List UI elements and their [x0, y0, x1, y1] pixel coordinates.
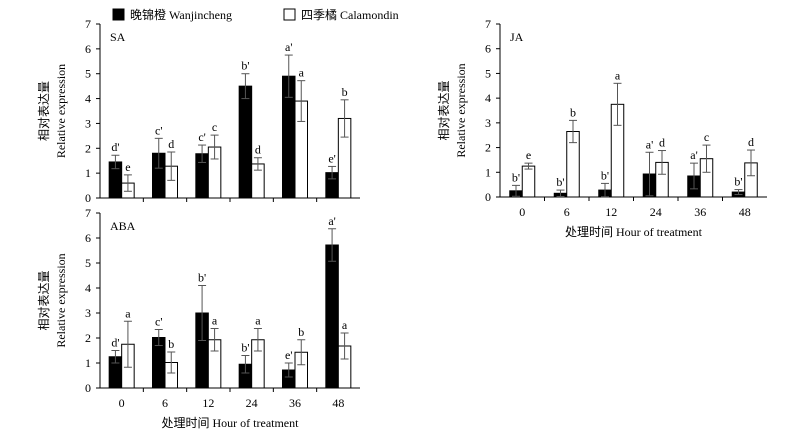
significance-label: b' — [198, 271, 206, 285]
x-axis-label: 处理时间 Hour of treatment — [162, 416, 300, 430]
y-axis-label: Relative expression — [454, 63, 468, 157]
significance-label: a' — [328, 214, 336, 228]
x-tick-label: 6 — [564, 205, 570, 219]
bar — [325, 244, 339, 389]
y-tick-label: 6 — [485, 42, 491, 56]
y-tick-label: 4 — [85, 92, 91, 106]
x-tick-label: 0 — [519, 205, 525, 219]
x-tick-label: 0 — [119, 396, 125, 410]
x-tick-label: 24 — [650, 205, 662, 219]
y-axis-label: Relative expression — [54, 253, 68, 347]
significance-label: b' — [241, 59, 249, 73]
x-tick-label: 36 — [289, 396, 301, 410]
significance-label: b — [342, 85, 348, 99]
legend-swatch-calamondin — [283, 8, 296, 21]
y-axis-label-cn: 相对表达量 — [37, 270, 51, 330]
y-tick-label: 4 — [485, 91, 491, 105]
y-tick-label: 5 — [485, 66, 491, 80]
significance-label: a — [299, 66, 305, 80]
x-tick-label: 6 — [162, 396, 168, 410]
significance-label: a' — [285, 40, 293, 54]
x-tick-label: 24 — [246, 396, 258, 410]
significance-label: c' — [198, 130, 206, 144]
y-axis-label: Relative expression — [54, 64, 68, 158]
significance-label: d — [748, 135, 754, 149]
panel-title: SA — [110, 30, 126, 44]
significance-label: e' — [285, 348, 293, 362]
significance-label: c' — [155, 315, 163, 329]
panel-title: ABA — [110, 219, 136, 233]
significance-label: a' — [646, 137, 654, 151]
y-tick-label: 2 — [85, 331, 91, 345]
y-tick-label: 0 — [85, 381, 91, 395]
y-tick-label: 3 — [85, 306, 91, 320]
y-tick-label: 4 — [85, 281, 91, 295]
significance-label: a — [212, 314, 218, 328]
significance-label: a — [615, 68, 621, 82]
significance-label: d' — [111, 336, 119, 350]
x-tick-label: 48 — [739, 205, 751, 219]
significance-label: e — [125, 160, 130, 174]
bar — [238, 85, 253, 199]
significance-label: a — [255, 314, 261, 328]
y-tick-label: 1 — [85, 356, 91, 370]
significance-label: b — [168, 337, 174, 351]
panel-sa: 0 1 2 3 4 5 6 7 SA 相对表达量 Relative expression d' e c' d… — [37, 17, 360, 205]
panel-title: JA — [510, 30, 524, 44]
y-axis-label-cn: 相对表达量 — [37, 81, 51, 141]
y-tick-label: 0 — [85, 191, 91, 205]
y-axis-label-cn: 相对表达量 — [437, 80, 451, 140]
significance-label: c' — [155, 123, 163, 137]
significance-label: b' — [241, 341, 249, 355]
y-tick-label: 2 — [485, 141, 491, 155]
significance-label: b — [570, 105, 576, 119]
significance-label: b — [298, 325, 304, 339]
significance-label: c — [212, 120, 217, 134]
x-axis-label: 处理时间 Hour of treatment — [565, 225, 703, 239]
bar — [521, 165, 536, 198]
y-tick-label: 5 — [85, 67, 91, 81]
significance-label: b' — [601, 168, 609, 182]
x-tick-label: 12 — [202, 396, 214, 410]
significance-label: d — [168, 137, 174, 151]
significance-label: e — [526, 148, 531, 162]
y-tick-label: 3 — [85, 116, 91, 130]
significance-label: b' — [512, 170, 520, 184]
legend-swatch-wanjincheng — [112, 8, 125, 21]
y-tick-label: 6 — [85, 231, 91, 245]
y-tick-label: 7 — [85, 206, 91, 220]
y-tick-label: 1 — [85, 166, 91, 180]
legend-label-calamondin: 四季橘 Calamondin — [301, 7, 399, 22]
significance-label: d — [255, 143, 261, 157]
significance-label: c — [704, 130, 709, 144]
significance-label: b' — [734, 175, 742, 189]
y-tick-label: 6 — [85, 42, 91, 56]
y-tick-label: 7 — [85, 17, 91, 31]
y-tick-label: 1 — [485, 165, 491, 179]
y-tick-label: 3 — [485, 116, 491, 130]
y-tick-label: 2 — [85, 141, 91, 155]
significance-label: a' — [690, 148, 698, 162]
significance-label: d' — [111, 140, 119, 154]
significance-label: e' — [328, 151, 336, 165]
significance-label: d — [659, 136, 665, 150]
y-tick-label: 0 — [485, 190, 491, 204]
legend-label-wanjincheng: 晚锦橙 Wanjincheng — [130, 7, 232, 22]
x-tick-label: 36 — [694, 205, 706, 219]
y-tick-label: 5 — [85, 256, 91, 270]
y-tick-label: 7 — [485, 17, 491, 31]
x-tick-label: 12 — [605, 205, 617, 219]
significance-label: a — [125, 306, 131, 320]
x-tick-label: 48 — [332, 396, 344, 410]
legend: 晚锦橙 Wanjincheng 四季橘 Calamondin — [112, 7, 399, 22]
significance-label: b' — [556, 175, 564, 189]
significance-label: a — [342, 318, 348, 332]
